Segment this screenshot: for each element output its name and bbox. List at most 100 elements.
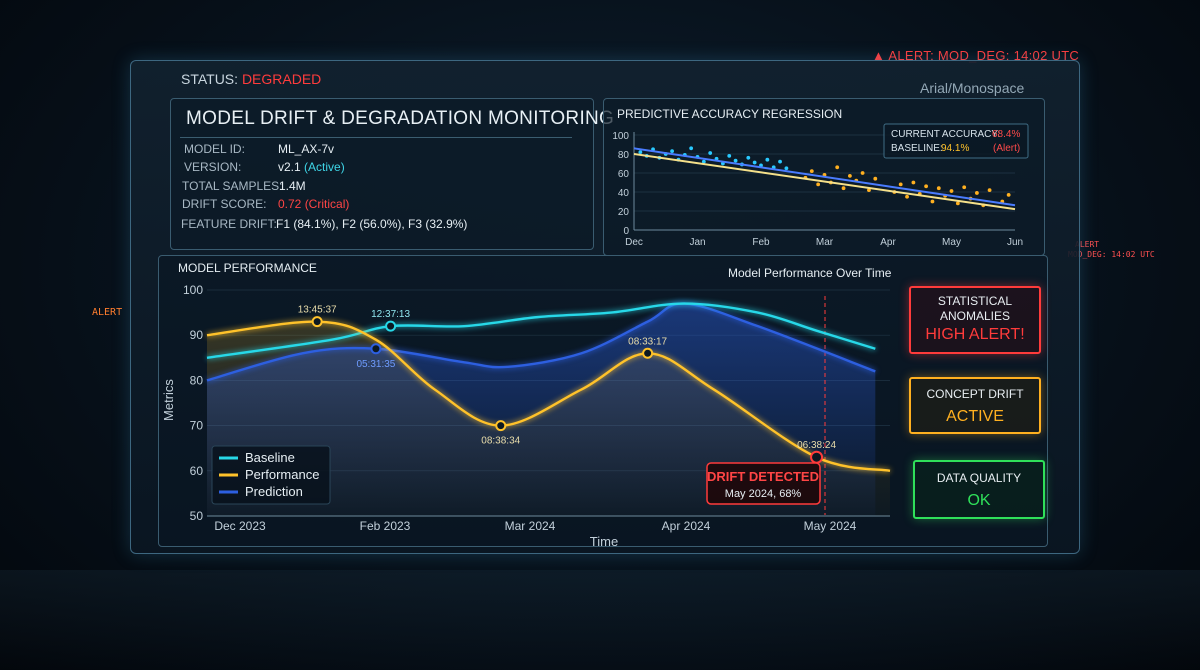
model-id-value: ML_AX-7v [278, 142, 335, 156]
acc-xtick-label: Mar [816, 237, 834, 248]
acc-xtick-label: Jun [1007, 237, 1023, 248]
baseline-accuracy-label: BASELINE: [891, 143, 943, 154]
acc-trend-line [633, 147, 1016, 207]
side-alert-right-1: ALERT [1075, 240, 1100, 249]
performance-title: MODEL PERFORMANCE [178, 261, 317, 275]
perf-point-label: 08:38:34 [481, 436, 520, 447]
acc-scatter-point [975, 191, 979, 195]
perf-xtick-label: Mar 2024 [505, 519, 556, 533]
acc-scatter-point [949, 189, 954, 193]
acc-scatter-point [936, 186, 941, 191]
acc-scatter-point [905, 194, 909, 199]
perf-series-line [206, 302, 876, 382]
acc-scatter-point [701, 159, 706, 164]
perf-xtick-label: Feb 2023 [360, 519, 411, 533]
statistical-anomalies-card[interactable]: STATISTICAL ANOMALIES HIGH ALERT! [909, 286, 1041, 354]
current-accuracy-label: CURRENT ACCURACY: [891, 129, 1000, 140]
info-title: MODEL DRIFT & DEGRADATION MONITORING [186, 108, 615, 129]
acc-scatter-point [752, 160, 757, 165]
status-indicator: STATUS: DEGRADED [181, 71, 321, 87]
legend-label: Prediction [245, 484, 303, 499]
concept-drift-card[interactable]: CONCEPT DRIFT ACTIVE [909, 377, 1041, 434]
acc-ytick-label: 80 [618, 150, 630, 161]
side-alert-right-2: MOD_DEG: 14:02 UTC [1068, 250, 1155, 259]
acc-xtick-label: Feb [752, 237, 770, 248]
acc-scatter-point [727, 154, 732, 158]
anomalies-title-2: ANOMALIES [939, 309, 1011, 323]
perf-point-marker [311, 316, 323, 328]
acc-scatter-point [867, 188, 871, 193]
acc-scatter-point [670, 149, 674, 154]
concept-drift-state: ACTIVE [946, 408, 1004, 425]
acc-trend-line [633, 153, 1016, 211]
feature-drift-label: FEATURE DRIFT: [181, 217, 277, 231]
perf-point-label: 13:45:37 [298, 305, 337, 316]
perf-point-marker [495, 420, 507, 432]
acc-scatter-point [778, 159, 782, 164]
acc-ytick-label: 100 [612, 131, 629, 142]
acc-scatter-point [911, 180, 916, 185]
floor-reflection [0, 570, 1200, 670]
status-label: STATUS: [181, 71, 239, 87]
acc-scatter-point [930, 199, 935, 204]
drift-detected-subtitle: May 2024, 68% [725, 488, 802, 500]
version-number: v2.1 [278, 160, 301, 174]
anomalies-title-1: STATISTICAL [937, 294, 1013, 308]
accuracy-legend-box [883, 123, 1029, 159]
legend-label: Performance [245, 467, 319, 482]
perf-x-axis-label: Time [590, 534, 618, 549]
perf-point-label: 06:38:24 [797, 440, 836, 451]
accuracy-chart-title: PREDICTIVE ACCURACY REGRESSION [617, 107, 842, 121]
version-status: (Active) [304, 160, 345, 174]
perf-point-marker [385, 320, 397, 332]
acc-ytick-label: 0 [623, 226, 629, 237]
model-id-label: MODEL ID: [184, 142, 245, 156]
samples-value: 1.4M [279, 179, 306, 193]
performance-subtitle: Model Performance Over Time [728, 266, 892, 280]
acc-scatter-point [873, 176, 878, 181]
perf-ytick-label: 50 [190, 509, 204, 523]
perf-point-label: 08:33:17 [628, 336, 667, 347]
acc-scatter-point [924, 184, 928, 189]
accuracy-alert-tag: (Alert) [993, 143, 1020, 154]
legend-label: Baseline [245, 450, 295, 465]
acc-scatter-point [860, 171, 865, 175]
data-quality-state: OK [967, 492, 991, 509]
drift-score-label: DRIFT SCORE: [182, 197, 267, 211]
acc-scatter-point [689, 146, 694, 151]
acc-ytick-label: 20 [618, 207, 630, 218]
acc-scatter-point [708, 151, 713, 155]
acc-scatter-point [898, 182, 903, 187]
acc-scatter-point [848, 173, 852, 178]
baseline-accuracy-value: 94.1% [941, 143, 969, 154]
top-alert-banner: ▲ ALERT: MOD_DEG: 14:02 UTC [872, 48, 1080, 63]
perf-ytick-label: 80 [190, 373, 204, 387]
perf-ytick-label: 90 [190, 328, 204, 342]
model-info-card [170, 98, 594, 250]
perf-point-marker [370, 343, 382, 355]
acc-scatter-point [962, 185, 967, 190]
perf-ytick-label: 100 [183, 283, 203, 297]
acc-scatter-point [816, 182, 821, 187]
data-quality-card[interactable]: DATA QUALITY OK [913, 460, 1045, 519]
status-value: DEGRADED [241, 71, 322, 87]
concept-drift-title: CONCEPT DRIFT [926, 387, 1024, 401]
font-note: Arial/Monospace [920, 80, 1025, 96]
anomalies-state: HIGH ALERT! [925, 326, 1025, 343]
acc-scatter-point [835, 165, 840, 170]
info-divider [180, 137, 572, 138]
acc-scatter-point [746, 155, 751, 160]
version-value: v2.1 (Active) [278, 160, 345, 174]
performance-legend [211, 445, 331, 505]
samples-label: TOTAL SAMPLES: [182, 179, 283, 193]
acc-scatter-point [784, 166, 789, 171]
perf-series-line [206, 302, 876, 359]
acc-xtick-label: Dec [625, 237, 643, 248]
acc-xtick-label: Jan [689, 237, 705, 248]
acc-scatter-point [1006, 192, 1011, 197]
acc-ytick-label: 60 [618, 169, 630, 180]
version-label: VERSION: [184, 160, 242, 174]
acc-xtick-label: Apr [880, 237, 896, 248]
